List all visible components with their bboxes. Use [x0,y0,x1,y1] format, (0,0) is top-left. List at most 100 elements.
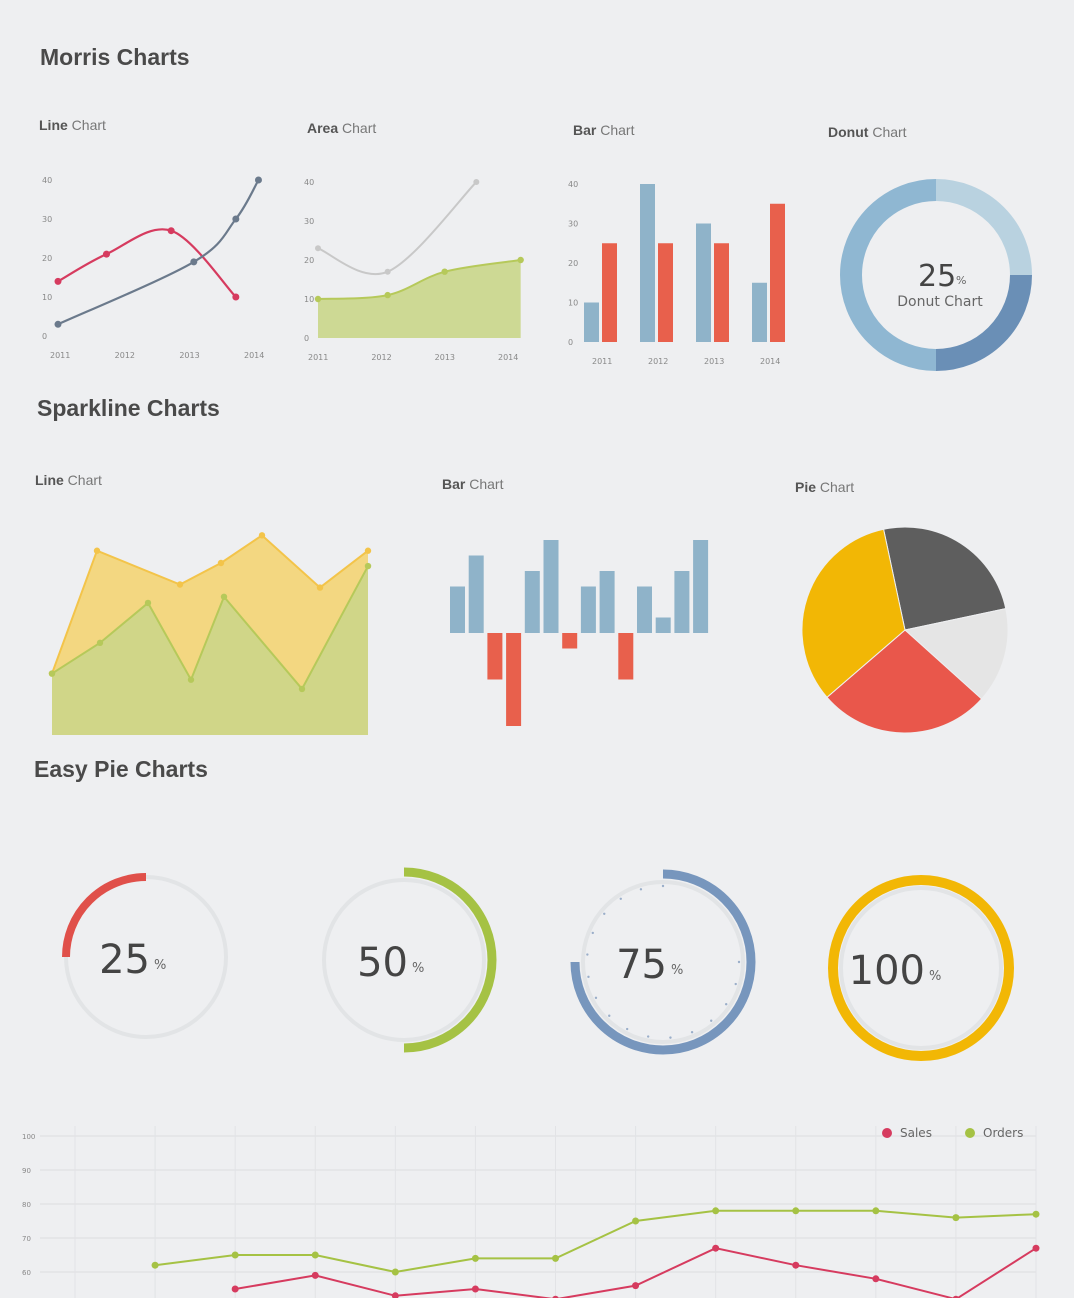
easy-pie-unit: % [671,963,683,978]
negative-bar [618,633,634,680]
y-tick-label: 40 [304,178,314,187]
y-tick-label: 100 [22,1133,35,1141]
data-point [712,1207,720,1215]
legend-swatch [965,1128,975,1138]
data-point [872,1275,880,1283]
positive-bar [637,586,652,633]
data-point [176,581,184,588]
negative-bar [506,633,522,726]
data-point [231,1285,239,1293]
tick-dot [639,888,643,891]
morris-area-title: Area Chart [307,120,377,136]
spark-area-fill [52,566,368,735]
easy-pie-arc [403,867,497,1053]
y-tick-label: 10 [304,295,314,304]
bar [602,243,617,342]
tick-dot [586,953,589,956]
data-point [384,291,391,299]
easy-pie-section-title: Easy Pie Charts [34,756,208,782]
data-point [364,562,372,570]
easy-pie-value: 50 [357,940,408,986]
data-point [48,670,56,677]
y-tick-label: 0 [304,334,309,343]
tick-dot [603,912,606,915]
y-tick-label: 0 [42,332,47,341]
data-point [232,215,240,223]
data-point [316,584,324,591]
positive-bar [580,586,596,633]
donut-segment [840,179,937,276]
x-tick-label: 2014 [760,357,780,366]
x-tick-label: 2013 [179,351,199,360]
pie-slice [903,607,1009,700]
data-point [952,1295,960,1298]
data-point [712,1244,720,1252]
x-tick-label: 2012 [648,357,668,366]
tick-dot [710,1019,713,1022]
y-tick-label: 0 [568,338,573,347]
data-point [872,1207,880,1215]
x-tick-label: 2011 [50,351,70,360]
y-tick-label: 30 [42,215,52,224]
data-point [217,559,225,567]
tick-dot [625,1027,629,1031]
data-point [167,227,175,235]
x-tick-label: 2014 [244,351,264,360]
data-point [315,245,321,252]
y-tick-label: 20 [304,256,314,265]
data-point [384,268,391,275]
easy-pie-value: 25 [99,937,150,983]
negative-bar [487,633,503,680]
data-point [298,685,306,693]
positive-bar [693,540,709,633]
pie-slice [826,629,983,734]
donut-segment [935,274,1032,371]
tick-dot [669,1036,672,1039]
morris-bar-title: Bar Chart [573,122,635,138]
positive-bar [524,571,540,633]
data-point [952,1214,960,1222]
legend-swatch [882,1128,892,1138]
legend-label: Orders [983,1126,1023,1140]
data-point [220,593,228,600]
donut-segment [840,274,937,371]
donut-center-unit: % [956,274,966,287]
data-point [391,1268,399,1276]
area-line [317,259,521,300]
tick-dot [587,975,590,979]
easy-pie-arc [570,869,756,1055]
x-tick-label: 2012 [115,351,135,360]
line-series [317,181,478,275]
data-point [632,1217,640,1225]
easy-pie-arc [828,875,1014,1061]
data-point [54,320,62,328]
data-point [93,547,101,554]
pie-slice [801,528,906,699]
data-point [314,295,322,303]
y-tick-label: 10 [568,299,578,308]
data-point [103,250,110,258]
data-point [190,258,198,266]
easy-pie-value: 75 [616,942,667,988]
sparkline-section-title: Sparkline Charts [37,395,220,421]
morris-section-title: Morris Charts [40,44,190,70]
tick-dot [608,1014,611,1017]
tick-dot [737,960,741,964]
data-point [441,268,448,275]
data-point [792,1207,800,1215]
easy-pie-unit: % [929,969,941,984]
data-point [144,599,152,607]
bar [752,282,767,342]
y-tick-label: 10 [42,293,52,302]
positive-bar [655,617,671,633]
data-point [552,1254,559,1262]
y-tick-label: 30 [568,220,578,229]
data-point [517,256,524,264]
data-point [471,1254,479,1262]
bar [714,243,729,342]
tick-dot [619,897,622,901]
line-series [57,228,237,298]
tick-dot [724,1003,728,1006]
data-point [96,639,104,647]
